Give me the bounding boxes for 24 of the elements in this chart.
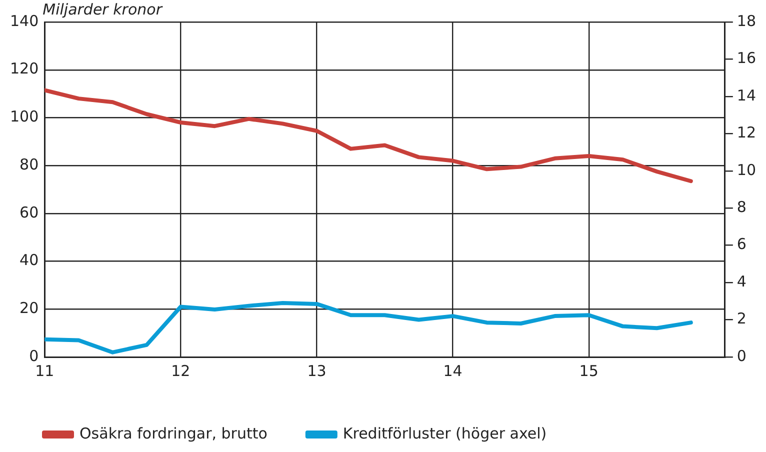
legend-label: Kreditförluster (höger axel)	[342, 424, 547, 442]
x-tick-label: 14	[443, 362, 462, 380]
x-tick-label: 13	[307, 362, 326, 380]
y2-tick-label: 2	[736, 310, 746, 328]
y2-tick-label: 18	[736, 12, 756, 30]
y-tick-label: 40	[20, 251, 39, 270]
y2-tick-label: 14	[736, 86, 756, 104]
y2-tick-label: 16	[736, 49, 756, 68]
y-tick-label: 60	[20, 203, 39, 222]
y-tick-label: 20	[20, 299, 39, 318]
y-axis-title: Miljarder kronor	[42, 0, 163, 18]
y2-tick-label: 8	[736, 198, 746, 216]
y2-tick-label: 4	[736, 272, 746, 290]
y2-tick-label: 0	[736, 346, 746, 365]
y-tick-label: 120	[10, 60, 39, 78]
y-tick-label: 140	[10, 12, 39, 30]
y2-tick-label: 6	[736, 235, 746, 254]
y-tick-label: 100	[10, 108, 39, 126]
legend-label: Osäkra fordringar, brutto	[80, 424, 268, 442]
x-tick-label: 15	[579, 362, 598, 380]
y-tick-label: 80	[20, 155, 39, 174]
y2-tick-label: 10	[736, 160, 756, 179]
x-tick-label: 12	[171, 362, 190, 380]
y2-tick-label: 12	[736, 124, 756, 142]
